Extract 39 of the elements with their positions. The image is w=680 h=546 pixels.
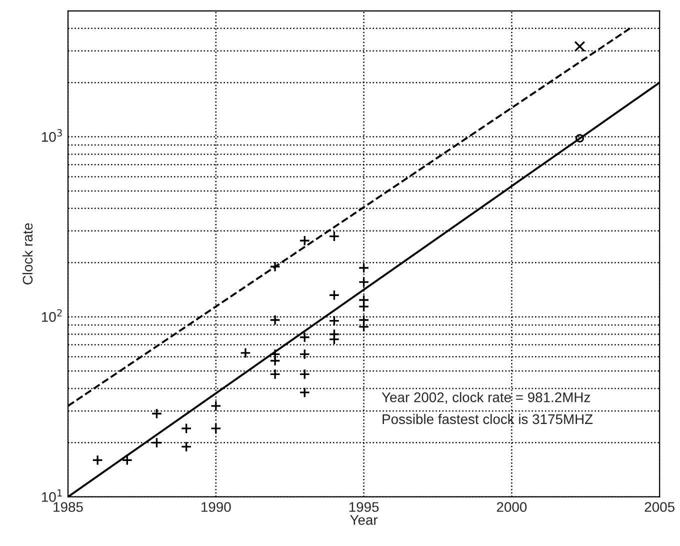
point <box>270 261 281 272</box>
point <box>270 314 281 326</box>
y-axis-title: Clock rate <box>22 223 33 284</box>
x-tick-label: 2005 <box>644 502 674 512</box>
point <box>358 294 370 306</box>
y-tick-label: 10$^{3}$ <box>42 129 62 142</box>
x-axis-title: Year <box>350 515 378 525</box>
point <box>299 368 310 380</box>
point <box>151 408 162 420</box>
point <box>328 230 340 242</box>
point <box>328 315 340 326</box>
point <box>328 290 340 301</box>
point <box>358 314 370 326</box>
point <box>240 347 251 358</box>
annotation: Year 2002, clock rate = 981.2MHz <box>382 392 590 404</box>
point <box>180 441 192 452</box>
point <box>299 332 310 343</box>
point <box>575 134 584 143</box>
point <box>151 437 162 448</box>
x-tick-label: 1995 <box>349 502 379 512</box>
x-tick-label: 1990 <box>202 502 231 512</box>
point <box>574 40 586 52</box>
y-tick-label: 10$^{2}$ <box>42 309 62 322</box>
annotation: Possible fastest clock is 3175MHZ <box>382 414 593 424</box>
x-tick-label: 2000 <box>496 502 527 512</box>
point <box>210 400 222 412</box>
point <box>299 348 310 360</box>
x-tick-label: 1985 <box>54 502 83 512</box>
point <box>92 454 104 466</box>
point <box>358 262 370 274</box>
point <box>299 386 310 398</box>
point <box>270 368 281 380</box>
point <box>180 422 192 434</box>
y-tick-label: 10$^{1}$ <box>42 489 62 502</box>
point <box>299 235 310 246</box>
point <box>358 276 370 288</box>
point <box>210 422 222 434</box>
point <box>122 454 133 466</box>
point <box>328 328 340 340</box>
